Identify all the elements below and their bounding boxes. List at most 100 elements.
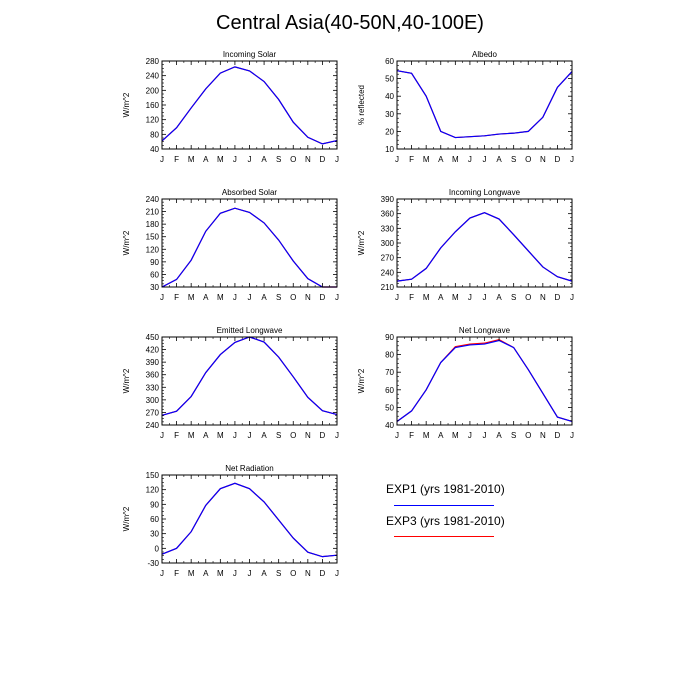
y-tick-label: 0	[155, 544, 160, 553]
y-tick-label: 150	[146, 471, 160, 480]
x-tick-label: D	[320, 569, 326, 578]
y-tick-label: 60	[150, 515, 159, 524]
panel-4: J F M A M J J A S O N D J240270300330360390420450Emi…	[122, 326, 339, 440]
y-tick-label: 60	[385, 57, 394, 66]
x-tick-label: J	[335, 569, 339, 578]
y-axis-label: W/m^2	[122, 230, 131, 255]
x-tick-label: D	[555, 155, 561, 164]
x-tick-label: M	[188, 293, 195, 302]
x-tick-label: D	[555, 431, 561, 440]
panel-2: J F M A M J J A S O N D J306090120150180210240Absorb…	[122, 188, 339, 302]
series-line-exp3	[396, 339, 573, 423]
y-tick-label: 450	[146, 333, 160, 342]
x-tick-label: A	[496, 293, 502, 302]
x-tick-label: M	[423, 155, 430, 164]
x-tick-label: J	[160, 293, 164, 302]
x-tick-label: J	[468, 431, 472, 440]
y-tick-label: 300	[146, 396, 160, 405]
x-tick-label: M	[188, 569, 195, 578]
x-tick-label: J	[160, 569, 164, 578]
x-tick-label: J	[160, 431, 164, 440]
x-tick-label: A	[438, 155, 444, 164]
x-tick-label: N	[305, 569, 311, 578]
x-tick-label: J	[233, 431, 237, 440]
series-line-exp3	[161, 207, 337, 288]
y-tick-label: 360	[381, 210, 395, 219]
y-tick-label: 330	[146, 383, 160, 392]
y-tick-label: 120	[146, 116, 160, 125]
y-tick-label: 270	[146, 408, 160, 417]
y-tick-label: -30	[147, 559, 159, 568]
x-tick-label: M	[217, 293, 224, 302]
x-tick-label: J	[570, 293, 574, 302]
series-line-exp1	[161, 336, 338, 416]
x-tick-label: M	[452, 155, 459, 164]
x-tick-label: M	[217, 155, 224, 164]
x-tick-label: F	[409, 155, 414, 164]
y-tick-label: 300	[381, 239, 395, 248]
y-tick-label: 90	[150, 500, 159, 509]
x-tick-label: A	[261, 431, 267, 440]
panel-0: J F M A M J J A S O N D J4080120160200240280Incoming…	[122, 50, 339, 164]
x-tick-label: J	[483, 293, 487, 302]
y-tick-label: 30	[385, 110, 394, 119]
series-line-exp1	[396, 212, 573, 282]
y-tick-label: 200	[146, 86, 160, 95]
x-tick-label: A	[261, 569, 267, 578]
x-tick-label: F	[409, 431, 414, 440]
x-tick-label: O	[525, 431, 531, 440]
x-tick-label: A	[203, 155, 209, 164]
y-axis-label: W/m^2	[122, 506, 131, 531]
x-tick-label: M	[217, 431, 224, 440]
y-tick-label: 80	[150, 130, 159, 139]
y-tick-label: 60	[385, 386, 394, 395]
panel-title: Absorbed Solar	[222, 188, 277, 197]
x-tick-label: J	[335, 293, 339, 302]
x-tick-label: M	[423, 431, 430, 440]
x-tick-label: J	[248, 431, 252, 440]
x-tick-label: J	[468, 155, 472, 164]
y-tick-label: 360	[146, 371, 160, 380]
y-axis-label: W/m^2	[357, 368, 366, 393]
x-tick-label: J	[248, 155, 252, 164]
series-line-exp3	[161, 482, 338, 558]
y-tick-label: 30	[150, 530, 159, 539]
y-tick-label: 210	[381, 283, 395, 292]
panel-title: Albedo	[472, 50, 497, 59]
y-tick-label: 240	[381, 268, 395, 277]
y-axis-label: W/m^2	[122, 92, 131, 117]
x-tick-label: J	[395, 293, 399, 302]
x-tick-label: O	[525, 293, 531, 302]
legend-line-exp1	[394, 505, 494, 506]
page-title: Central Asia(40-50N,40-100E)	[216, 12, 484, 34]
series-line-exp1	[396, 70, 573, 139]
x-tick-label: J	[335, 155, 339, 164]
x-tick-label: J	[570, 431, 574, 440]
x-tick-label: J	[233, 293, 237, 302]
y-tick-label: 10	[385, 145, 394, 154]
x-tick-label: J	[395, 155, 399, 164]
x-tick-label: N	[540, 431, 546, 440]
plot-frame	[161, 336, 338, 426]
x-tick-label: F	[174, 431, 179, 440]
x-tick-label: M	[452, 293, 459, 302]
panel-title: Net Radiation	[225, 464, 273, 473]
y-axis-label: W/m^2	[357, 230, 366, 255]
x-tick-label: O	[290, 155, 296, 164]
x-tick-label: J	[468, 293, 472, 302]
x-tick-label: J	[233, 569, 237, 578]
x-tick-label: D	[555, 293, 561, 302]
y-tick-label: 90	[385, 333, 394, 342]
legend-label-exp3: EXP3 (yrs 1981-2010)	[386, 514, 505, 528]
x-tick-label: A	[203, 293, 209, 302]
series-line-exp3	[396, 70, 573, 139]
y-tick-label: 80	[385, 351, 394, 360]
x-tick-label: J	[570, 155, 574, 164]
x-tick-label: J	[483, 431, 487, 440]
series-line-exp3	[161, 336, 338, 416]
y-tick-label: 40	[385, 421, 394, 430]
x-tick-label: N	[305, 155, 311, 164]
